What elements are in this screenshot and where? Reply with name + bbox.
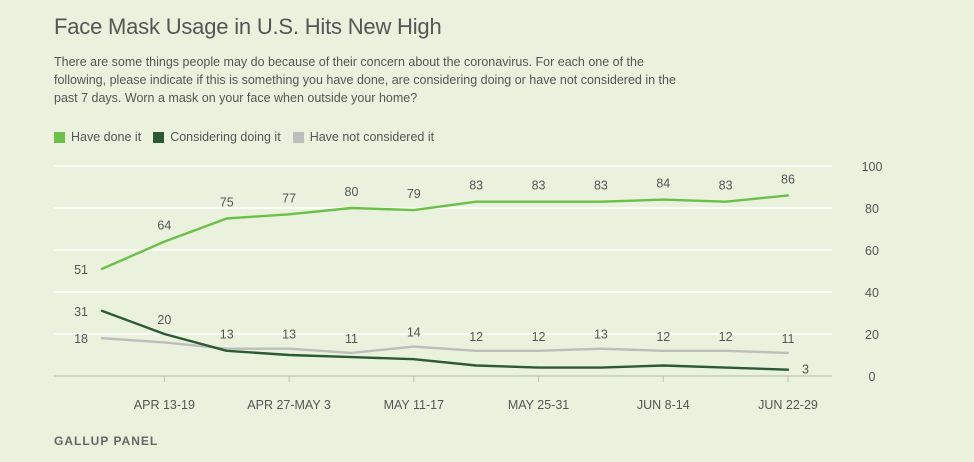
x-tick-label: APR 27-MAY 3 <box>247 398 331 412</box>
data-label: 80 <box>345 185 359 199</box>
x-tick-label: MAY 25-31 <box>508 398 569 412</box>
x-tick-label: JUN 22-29 <box>758 398 818 412</box>
legend-label-not-considered: Have not considered it <box>309 130 435 144</box>
data-label: 12 <box>469 330 483 344</box>
data-label: 13 <box>594 328 608 342</box>
legend-item-have-done: Have done it <box>54 130 141 144</box>
data-label: 83 <box>532 179 546 193</box>
legend-swatch-have-done <box>54 131 65 143</box>
chart-title: Face Mask Usage in U.S. Hits New High <box>54 14 442 39</box>
chart-subtitle: There are some things people may do beca… <box>54 55 676 105</box>
data-label: 12 <box>532 330 546 344</box>
x-tick-label: APR 13-19 <box>134 398 195 412</box>
data-label: 14 <box>407 326 421 340</box>
data-label: 3 <box>802 363 809 377</box>
data-label: 77 <box>282 191 296 205</box>
data-label: 79 <box>407 187 421 201</box>
series-line-1 <box>100 309 790 371</box>
data-label: 64 <box>157 219 171 233</box>
data-label: 83 <box>469 179 483 193</box>
source-label: GALLUP PANEL <box>54 434 159 448</box>
data-label: 83 <box>719 179 733 193</box>
y-tick-label: 40 <box>865 286 879 300</box>
data-label: 11 <box>782 332 795 346</box>
data-label: 84 <box>656 177 670 191</box>
x-tick-label: MAY 11-17 <box>384 398 444 412</box>
data-label: 12 <box>656 330 670 344</box>
data-label: 31 <box>74 305 88 319</box>
y-tick-label: 60 <box>865 244 879 258</box>
y-tick-label: 80 <box>865 202 879 216</box>
data-label: 86 <box>781 172 795 186</box>
legend-item-not-considered: Have not considered it <box>292 130 435 144</box>
data-label: 13 <box>220 328 234 342</box>
legend-swatch-considering <box>153 131 165 143</box>
legend-label-have-done: Have done it <box>71 130 142 144</box>
data-label: 75 <box>220 196 234 210</box>
x-tick-label: JUN 8-14 <box>637 398 690 412</box>
series-line-0 <box>100 194 790 271</box>
legend-label-considering: Considering doing it <box>170 130 281 144</box>
y-tick-label: 0 <box>869 370 876 384</box>
y-tick-label: 100 <box>862 160 883 174</box>
legend-item-considering: Considering doing it <box>153 130 281 144</box>
data-label: 51 <box>74 263 88 277</box>
data-label: 11 <box>345 332 358 346</box>
data-label: 13 <box>282 328 296 342</box>
data-label: 18 <box>74 332 88 346</box>
data-label: 20 <box>157 313 171 327</box>
legend: Have done it Considering doing it Have n… <box>54 130 446 144</box>
legend-swatch-not-considered <box>292 131 304 143</box>
data-label: 83 <box>594 179 608 193</box>
data-label: 12 <box>719 330 733 344</box>
y-tick-label: 20 <box>865 328 879 342</box>
